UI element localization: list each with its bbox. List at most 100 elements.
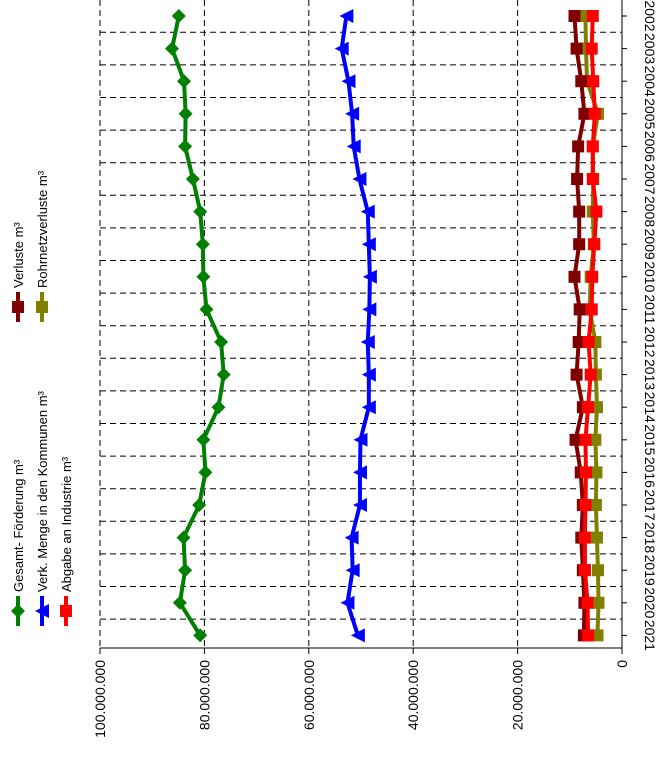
legend-marker — [36, 301, 48, 313]
category-tick-label: 2014 — [642, 392, 658, 423]
data-point — [568, 10, 581, 22]
data-point — [165, 41, 180, 56]
data-point — [570, 42, 583, 55]
legend-item: Verluste m³ — [11, 222, 26, 322]
data-point — [196, 432, 211, 447]
data-point — [570, 368, 583, 381]
category-tick-label: 2004 — [642, 66, 658, 97]
data-point — [352, 465, 367, 480]
series-3 — [578, 10, 603, 642]
data-point — [579, 466, 592, 479]
data-point — [585, 303, 598, 316]
data-point — [362, 269, 377, 284]
series-1 — [165, 9, 231, 643]
data-point — [590, 531, 603, 544]
data-point — [172, 595, 187, 610]
category-tick-label: 2020 — [642, 587, 658, 618]
category-tick-label: 2021 — [642, 620, 658, 651]
data-point — [586, 140, 599, 153]
data-point — [569, 433, 582, 446]
data-point — [589, 433, 602, 446]
data-point — [582, 629, 595, 642]
legend-item: Rohrnetzverluste m³ — [35, 170, 50, 322]
data-point — [361, 400, 376, 415]
data-point — [587, 75, 600, 88]
data-point — [178, 139, 193, 154]
data-point — [178, 563, 193, 578]
data-point — [353, 432, 368, 447]
data-point — [586, 173, 599, 185]
data-point — [344, 530, 359, 545]
value-tick-label: 20.000.000 — [510, 660, 526, 730]
legend-label: Verk. Menge in den Kommunen m³ — [35, 390, 50, 592]
legend-item: Gesamt- Förderung m³ — [11, 459, 26, 626]
value-tick-label: 0 — [614, 660, 630, 668]
data-point — [352, 172, 367, 186]
category-tick-label: 2008 — [642, 196, 658, 227]
data-point — [350, 628, 365, 643]
value-tick-label: 100.000.000 — [92, 660, 108, 738]
legend-marker — [12, 301, 24, 313]
data-point — [340, 595, 355, 610]
category-tick-label: 2012 — [642, 326, 658, 357]
data-point — [192, 498, 207, 512]
data-point — [193, 204, 208, 219]
value-tick-label: 80.000.000 — [196, 660, 212, 730]
data-point — [361, 367, 376, 382]
data-point — [178, 106, 193, 121]
data-point — [341, 74, 356, 89]
legend-label: Abgabe an Industrie m³ — [59, 456, 74, 592]
data-point — [571, 173, 584, 185]
data-point — [196, 269, 211, 284]
data-point — [588, 238, 601, 251]
data-point — [177, 74, 192, 89]
category-tick-label: 2009 — [642, 229, 658, 260]
category-tick-label: 2015 — [642, 424, 658, 455]
category-tick-label: 2016 — [642, 457, 658, 488]
data-point — [572, 140, 585, 153]
data-point — [582, 336, 595, 348]
data-point — [586, 270, 599, 283]
data-point — [579, 499, 592, 511]
data-point — [185, 172, 200, 186]
value-tick-label: 40.000.000 — [405, 660, 421, 730]
data-point — [339, 9, 354, 23]
data-point — [586, 10, 599, 22]
data-point — [590, 466, 603, 479]
data-point — [346, 139, 361, 154]
data-point — [589, 499, 602, 511]
data-point — [195, 237, 210, 252]
category-tick-label: 2006 — [642, 131, 658, 162]
data-point — [214, 335, 229, 349]
data-point — [572, 336, 585, 348]
data-point — [582, 401, 595, 414]
legend-marker — [35, 604, 49, 618]
data-point — [590, 205, 603, 218]
data-point — [171, 9, 186, 23]
data-point — [199, 302, 214, 317]
data-point — [588, 107, 601, 120]
category-tick-label: 2003 — [642, 33, 658, 64]
category-tick-label: 2002 — [642, 0, 658, 31]
data-point — [573, 303, 586, 316]
legend-label: Gesamt- Förderung m³ — [11, 459, 26, 592]
category-tick-label: 2011 — [642, 294, 658, 324]
data-point — [585, 42, 598, 55]
data-point — [361, 237, 376, 252]
data-point — [592, 596, 605, 609]
data-point — [362, 302, 377, 317]
data-point — [352, 498, 367, 512]
data-point — [573, 205, 586, 218]
category-tick-label: 2017 — [642, 489, 658, 520]
data-point — [573, 238, 586, 251]
data-point — [345, 106, 360, 121]
category-tick-label: 2018 — [642, 522, 658, 553]
category-tick-label: 2005 — [642, 98, 658, 129]
data-point — [211, 400, 226, 415]
data-point — [578, 531, 591, 544]
legend-marker — [60, 605, 72, 617]
data-point — [581, 596, 594, 609]
category-tick-label: 2013 — [642, 359, 658, 390]
data-point — [176, 530, 191, 545]
